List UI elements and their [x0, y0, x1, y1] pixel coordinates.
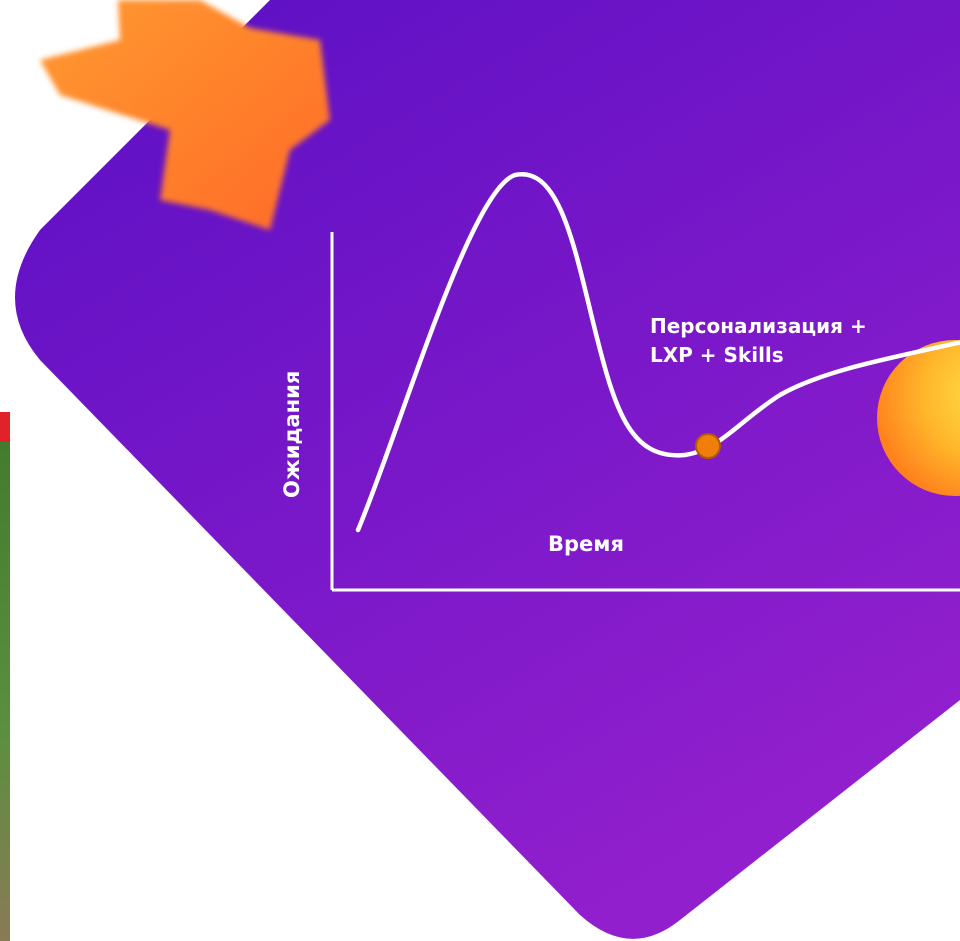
y-axis-label: Ожидания	[280, 370, 304, 498]
annotation-line-2: LXP + Skills	[650, 343, 784, 367]
hype-curve	[355, 171, 960, 533]
curve-marker	[695, 433, 721, 459]
star-decoration	[40, 0, 330, 230]
background-diamond	[15, 0, 960, 939]
annotation-line-1: Персонализация +	[650, 314, 867, 338]
photo-strip	[0, 412, 10, 941]
x-axis-label: Время	[548, 532, 624, 556]
annotation-label: Персонализация + LXP + Skills	[650, 312, 867, 370]
orb-decoration	[877, 340, 960, 496]
